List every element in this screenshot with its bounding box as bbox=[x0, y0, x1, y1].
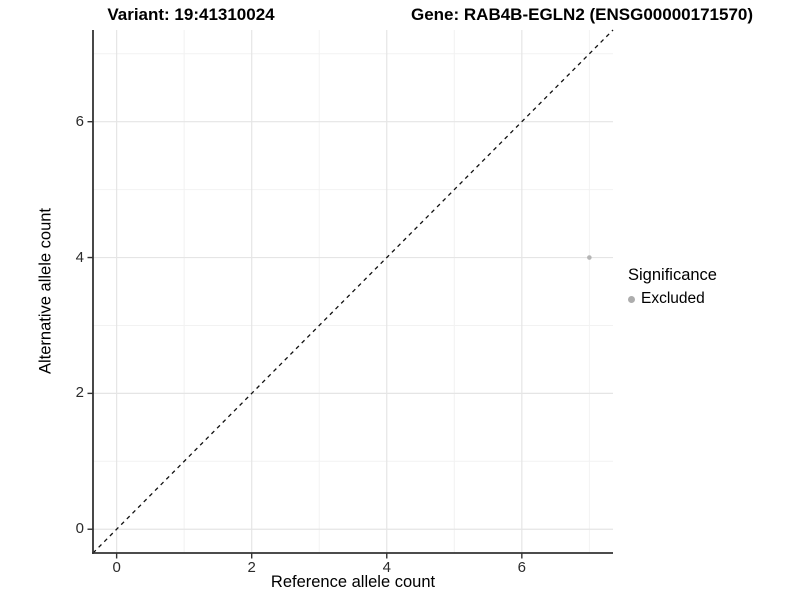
y-tick-label: 4 bbox=[75, 248, 84, 266]
x-tick-label: 6 bbox=[517, 559, 526, 576]
x-tick-label: 0 bbox=[112, 559, 121, 576]
y-tick-label: 2 bbox=[75, 384, 84, 402]
y-tick-label: 6 bbox=[75, 112, 84, 130]
plot-title-gene: Gene: RAB4B-EGLN2 (ENSG00000171570) bbox=[410, 5, 754, 24]
legend-items: Excluded bbox=[628, 289, 717, 309]
x-tick-label: 2 bbox=[247, 559, 256, 576]
legend-key-dot-icon bbox=[628, 295, 635, 303]
identity-line bbox=[92, 29, 614, 554]
data-point bbox=[587, 255, 592, 260]
y-tick-label: 0 bbox=[75, 520, 84, 538]
x-axis-title: Reference allele count bbox=[270, 573, 436, 591]
x-tick-label: 4 bbox=[382, 559, 391, 576]
legend-item-label: Excluded bbox=[641, 290, 705, 307]
plot-title-variant: Variant: 19:41310024 bbox=[107, 5, 275, 24]
legend: Significance Excluded bbox=[628, 265, 717, 309]
y-axis-title: Alternative allele count bbox=[36, 207, 55, 375]
legend-item: Excluded bbox=[628, 289, 717, 309]
legend-title: Significance bbox=[628, 266, 717, 284]
